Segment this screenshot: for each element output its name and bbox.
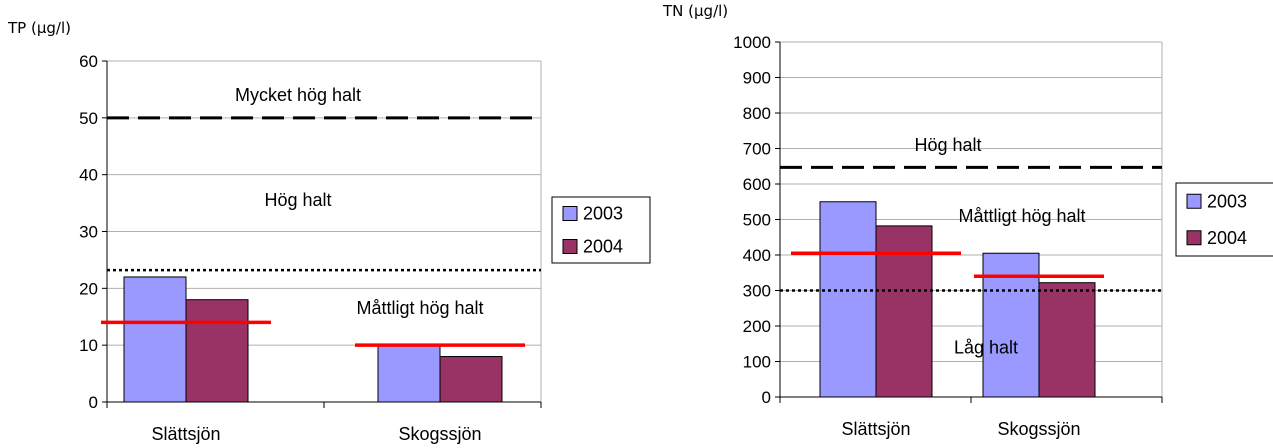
zone-label: Hög halt — [914, 135, 981, 155]
y-tick-label: 60 — [79, 52, 98, 71]
legend-label: 2004 — [583, 237, 623, 257]
y-tick-label: 10 — [79, 336, 98, 355]
zone-label: Måttligt hög halt — [958, 206, 1085, 226]
legend-label: 2004 — [1207, 228, 1247, 248]
x-category-label: Slättsjön — [151, 424, 220, 444]
y-axis-label: TP (µg/l) — [7, 19, 71, 37]
y-tick-label: 50 — [79, 109, 98, 128]
x-category-label: Skogssjön — [398, 424, 481, 444]
bar-2003-2 — [377, 344, 441, 403]
legend-swatch-2004 — [562, 239, 578, 254]
y-tick-label: 600 — [743, 175, 771, 194]
y-tick-label: 300 — [743, 282, 771, 301]
bar-2003-1 — [123, 276, 187, 403]
zone-label: Mycket hög halt — [235, 85, 361, 105]
zone-label: Hög halt — [264, 190, 331, 210]
zone-label: Måttligt hög halt — [356, 298, 483, 318]
y-tick-label: 400 — [743, 246, 771, 265]
x-category-label: Skogssjön — [997, 419, 1080, 439]
chart-2: TN (µg/l) 0 100 200 300 400 500 600 700 800 900 100… — [662, 2, 1273, 439]
y-tick-label: 700 — [743, 140, 771, 159]
y-tick-label: 500 — [743, 211, 771, 230]
zone-label: Låg halt — [954, 337, 1018, 357]
x-category-label: Slättsjön — [841, 419, 910, 439]
legend-swatch-2003 — [562, 206, 578, 221]
legend-swatch-2004 — [1186, 230, 1202, 246]
y-axis-label: TN (µg/l) — [662, 2, 728, 20]
y-tick-label: 20 — [79, 279, 98, 298]
y-tick-label: 40 — [79, 166, 98, 185]
bar-2004-2 — [1038, 282, 1096, 398]
legend-label: 2003 — [1207, 191, 1247, 211]
y-tick-label: 1000 — [733, 33, 771, 52]
bar-2003-1 — [819, 201, 877, 398]
chart-1: TP (µg/l) 0 10 20 30 40 50 60 Slättsjön Skogssjön… — [7, 19, 651, 444]
y-tick-label: 0 — [89, 393, 98, 412]
legend-label: 2003 — [583, 204, 623, 224]
y-tick-label: 100 — [743, 353, 771, 372]
legend-swatch-2003 — [1186, 193, 1202, 209]
y-tick-label: 30 — [79, 223, 98, 242]
y-tick-label: 900 — [743, 69, 771, 88]
y-tick-label: 800 — [743, 104, 771, 123]
y-tick-label: 200 — [743, 317, 771, 336]
bar-2004-1 — [185, 299, 249, 403]
y-tick-label: 0 — [762, 388, 771, 407]
bar-2004-2 — [439, 356, 503, 403]
